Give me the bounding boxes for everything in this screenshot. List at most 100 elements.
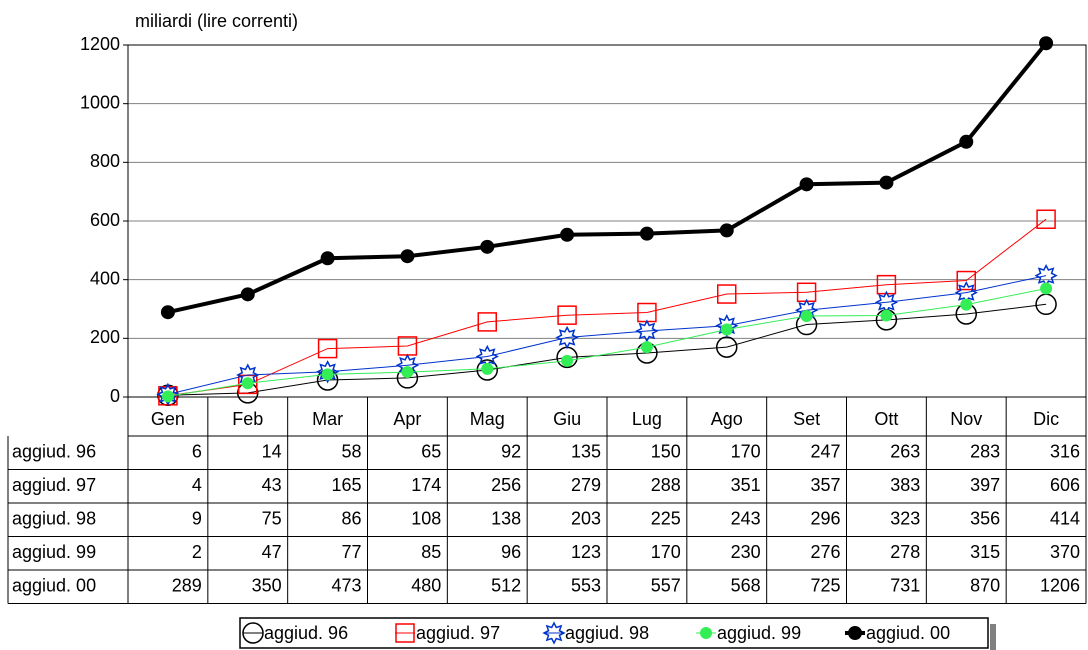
table-cell: 279 xyxy=(571,475,601,495)
marker xyxy=(477,312,497,332)
x-tick-label: Mag xyxy=(470,409,505,429)
marker xyxy=(720,323,733,336)
table-cell: 870 xyxy=(970,576,1000,596)
table-cell: 568 xyxy=(731,576,761,596)
marker xyxy=(160,305,175,320)
table-cell: 96 xyxy=(501,542,521,562)
table-cell: 6 xyxy=(192,442,202,462)
marker xyxy=(719,223,734,238)
table-cell: 1206 xyxy=(1040,576,1080,596)
table-cell: 350 xyxy=(252,576,282,596)
table-cell: 43 xyxy=(262,475,282,495)
y-tick-label: 600 xyxy=(90,210,120,230)
table-cell: 247 xyxy=(810,442,840,462)
table-cell: 256 xyxy=(491,475,521,495)
marker xyxy=(1039,36,1054,51)
legend-label: aggiud. 99 xyxy=(717,623,801,643)
table-row-label: aggiud. 00 xyxy=(12,576,96,596)
y-tick-label: 1200 xyxy=(80,34,120,54)
legend-shadow xyxy=(990,624,996,650)
table-cell: 473 xyxy=(331,576,361,596)
marker xyxy=(717,284,737,304)
y-tick-label: 200 xyxy=(90,327,120,347)
table-cell: 4 xyxy=(192,475,202,495)
marker xyxy=(475,344,499,369)
table-cell: 170 xyxy=(651,542,681,562)
table-cell: 414 xyxy=(1050,509,1080,529)
marker xyxy=(874,290,899,314)
series-line xyxy=(167,218,1047,397)
table-cell: 383 xyxy=(890,475,920,495)
x-tick-label: Set xyxy=(793,409,820,429)
y-tick-label: 800 xyxy=(90,151,120,171)
table-row-label: aggiud. 96 xyxy=(12,442,96,462)
table-cell: 203 xyxy=(571,509,601,529)
marker xyxy=(561,354,574,367)
table-cell: 150 xyxy=(651,442,681,462)
marker xyxy=(1034,263,1058,288)
table-cell: 65 xyxy=(421,442,441,462)
table-cell: 263 xyxy=(890,442,920,462)
legend-label: aggiud. 97 xyxy=(416,623,500,643)
legend-label: aggiud. 98 xyxy=(565,623,649,643)
table-cell: 731 xyxy=(890,576,920,596)
table-cell: 225 xyxy=(651,509,681,529)
marker xyxy=(639,226,654,241)
marker xyxy=(476,359,498,381)
table-cell: 323 xyxy=(890,509,920,529)
x-tick-label: Dic xyxy=(1033,409,1059,429)
table-cell: 165 xyxy=(331,475,361,495)
table-cell: 370 xyxy=(1050,542,1080,562)
marker xyxy=(800,310,813,323)
x-tick-label: Gen xyxy=(151,409,185,429)
x-tick-label: Nov xyxy=(950,409,982,429)
table-cell: 243 xyxy=(731,509,761,529)
table-cell: 230 xyxy=(731,542,761,562)
marker xyxy=(480,239,495,254)
marker xyxy=(879,175,894,190)
chart-title: miliardi (lire correnti) xyxy=(135,11,298,31)
series-line xyxy=(167,303,1047,396)
x-tick-label: Apr xyxy=(393,409,421,429)
table-cell: 397 xyxy=(970,475,1000,495)
table-cell: 108 xyxy=(411,509,441,529)
table-cell: 92 xyxy=(501,442,521,462)
y-tick-label: 0 xyxy=(110,386,120,406)
marker xyxy=(880,309,893,322)
table-cell: 75 xyxy=(262,509,282,529)
table-cell: 77 xyxy=(341,542,361,562)
table-row-label: aggiud. 98 xyxy=(12,509,96,529)
x-tick-label: Lug xyxy=(632,409,662,429)
table-cell: 316 xyxy=(1050,442,1080,462)
marker xyxy=(401,366,414,379)
legend-label: aggiud. 00 xyxy=(866,623,950,643)
table-cell: 315 xyxy=(970,542,1000,562)
marker xyxy=(321,368,334,381)
table-cell: 14 xyxy=(262,442,282,462)
table-cell: 288 xyxy=(651,475,681,495)
table-cell: 278 xyxy=(890,542,920,562)
table-cell: 174 xyxy=(411,475,441,495)
marker xyxy=(848,626,862,640)
marker xyxy=(1036,209,1056,229)
table-cell: 283 xyxy=(970,442,1000,462)
x-tick-label: Ott xyxy=(874,409,898,429)
table-cell: 170 xyxy=(731,442,761,462)
series-line xyxy=(167,41,1048,315)
marker xyxy=(241,377,254,390)
marker xyxy=(635,319,659,343)
marker xyxy=(956,270,976,291)
table-cell: 86 xyxy=(341,509,361,529)
table-cell: 296 xyxy=(810,509,840,529)
table-cell: 9 xyxy=(192,509,202,529)
marker xyxy=(320,251,335,266)
marker xyxy=(640,341,653,354)
table-cell: 138 xyxy=(491,509,521,529)
marker xyxy=(317,338,338,359)
series-line xyxy=(167,275,1047,395)
y-tick-label: 400 xyxy=(90,268,120,288)
x-tick-label: Giu xyxy=(553,409,581,429)
table-cell: 289 xyxy=(172,576,202,596)
table-cell: 276 xyxy=(810,542,840,562)
